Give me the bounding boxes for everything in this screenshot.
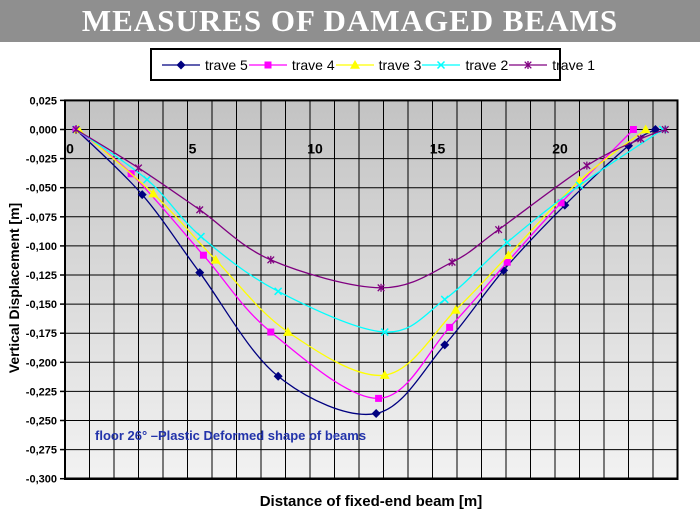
legend-label: trave 4 — [291, 56, 335, 73]
y-tick-label: -0,125 — [26, 270, 57, 282]
x-marker-icon — [274, 287, 283, 296]
square-marker-icon — [446, 323, 454, 331]
x-marker-icon — [440, 295, 449, 304]
square-marker-icon — [267, 328, 275, 336]
asterisk-marker-icon — [494, 225, 503, 234]
triangle-marker-icon — [210, 254, 221, 264]
x-axis-title: Distance of fixed-end beam [m] — [259, 493, 483, 510]
square-marker-icon — [375, 394, 383, 402]
legend-key-line — [162, 60, 200, 69]
diamond-marker-icon — [440, 340, 450, 350]
asterisk-marker-icon — [377, 283, 385, 292]
legend-label: trave 2 — [465, 56, 509, 73]
asterisk-marker-icon — [267, 255, 275, 264]
asterisk-marker-icon — [195, 205, 204, 214]
x-tick-label: 0 — [66, 141, 74, 157]
legend-key-line — [509, 60, 548, 69]
square-marker-icon — [557, 199, 565, 207]
legend-item-trave-5: trave 5 — [161, 57, 248, 73]
square-marker-icon — [629, 126, 637, 133]
triangle-marker-icon — [379, 370, 390, 379]
triangle-marker-icon — [503, 250, 514, 260]
triangle-marker-icon — [640, 124, 651, 134]
legend-item-trave-3: trave 3 — [335, 56, 422, 73]
plot-area — [65, 100, 678, 479]
triangle-marker-icon — [148, 188, 159, 198]
y-tick-label: -0,200 — [26, 357, 57, 369]
x-tick-label: 10 — [307, 141, 323, 157]
diamond-marker-icon — [371, 409, 381, 419]
x-marker-icon — [575, 181, 584, 190]
x-tick-label: 15 — [430, 141, 446, 157]
y-tick-label: -0,050 — [26, 183, 57, 195]
x-tick-label: 5 — [189, 141, 197, 157]
page-title: MEASURES OF DAMAGED BEAMS — [81, 3, 619, 38]
asterisk-marker-icon — [72, 125, 80, 134]
asterisk-marker-icon — [661, 125, 670, 134]
title-banner: MEASURES OF DAMAGED BEAMS — [0, 0, 700, 42]
x-marker-icon — [380, 328, 389, 337]
y-tick-label: -0,175 — [26, 328, 57, 340]
series-trave-2 — [71, 125, 667, 337]
y-tick-label: -0,225 — [26, 386, 57, 398]
legend: trave 5 trave 4 trave 3 trave 2 trave 1 — [150, 48, 595, 81]
x-marker-icon — [503, 238, 512, 247]
legend-label: trave 5 — [205, 56, 248, 73]
y-tick-label: -0,100 — [26, 241, 57, 253]
legend-key-line — [422, 60, 461, 69]
diamond-marker-icon — [176, 60, 186, 69]
legend-key-line — [248, 61, 287, 68]
y-tick-label: -0,075 — [26, 212, 57, 224]
y-tick-label: -0,150 — [26, 299, 57, 311]
asterisk-marker-icon — [134, 163, 143, 172]
y-tick-label: -0,275 — [26, 445, 57, 457]
legend-item-trave-2: trave 2 — [421, 57, 508, 73]
y-axis-title: Vertical Displacement [m] — [6, 202, 22, 374]
series-trave-3 — [73, 124, 651, 379]
x-tick-label: 20 — [552, 141, 568, 157]
square-marker-icon — [199, 251, 207, 259]
chart-annotation: floor 26° –Plastic Deformed shape of bea… — [95, 428, 367, 443]
diamond-marker-icon — [195, 268, 205, 278]
x-marker-icon — [437, 60, 446, 69]
diamond-marker-icon — [273, 371, 283, 381]
triangle-marker-icon — [282, 327, 293, 336]
legend-key-line — [335, 59, 374, 69]
y-tick-label: -0,250 — [26, 416, 57, 428]
legend-item-trave-1: trave 1 — [508, 57, 595, 73]
asterisk-marker-icon — [636, 134, 645, 143]
y-tick-label: -0,300 — [26, 474, 57, 486]
diamond-marker-icon — [137, 190, 147, 200]
y-tick-label: 0,025 — [29, 95, 57, 107]
triangle-marker-icon — [349, 59, 360, 69]
asterisk-marker-icon — [448, 258, 456, 267]
triangle-marker-icon — [450, 304, 461, 314]
x-marker-icon — [143, 175, 152, 184]
square-marker-icon — [503, 258, 511, 266]
legend-label: trave 1 — [552, 56, 596, 73]
asterisk-marker-icon — [524, 60, 533, 69]
x-marker-icon — [196, 232, 206, 241]
legend-item-trave-4: trave 4 — [248, 57, 335, 73]
series-trave-1 — [72, 125, 670, 292]
y-tick-label: -0,025 — [26, 154, 57, 166]
asterisk-marker-icon — [583, 161, 591, 170]
y-tick-label: 0,000 — [29, 125, 57, 137]
square-marker-icon — [264, 61, 272, 68]
legend-label: trave 3 — [378, 56, 422, 73]
